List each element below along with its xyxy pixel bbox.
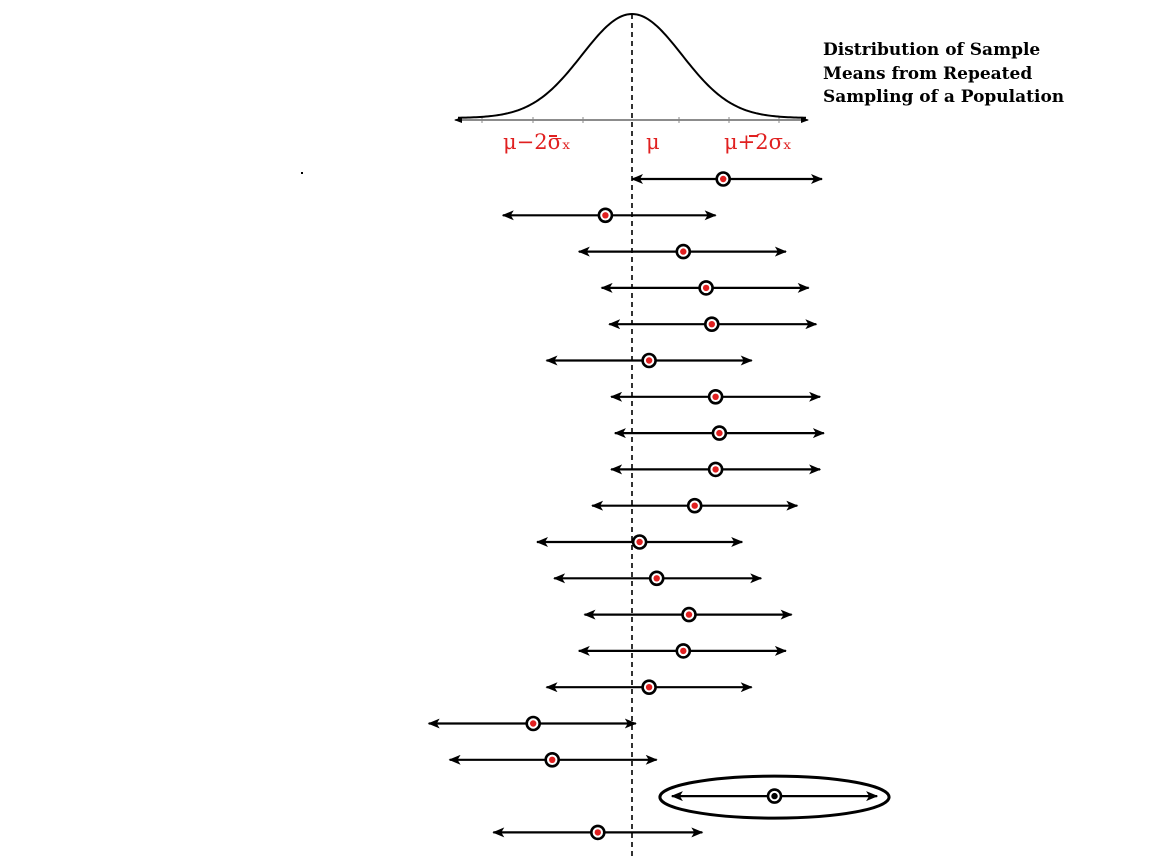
axis-ticks: [481, 117, 780, 123]
xbar-overline-right: [749, 135, 757, 137]
sample-mean-dot: [691, 502, 698, 509]
sample-mean-dot: [708, 321, 715, 328]
interval: [631, 171, 823, 187]
interval: [600, 280, 810, 296]
sample-mean-dot: [645, 357, 653, 364]
interval: [545, 352, 753, 369]
interval: [448, 751, 658, 768]
interval: [591, 497, 799, 514]
interval: [608, 316, 818, 333]
sample-mean-dot: [653, 575, 660, 582]
sample-mean-dot: [645, 684, 653, 691]
interval: [583, 606, 793, 623]
confidence-intervals: [427, 171, 891, 841]
sample-mean-dot: [702, 284, 710, 292]
highlight-ellipse: [658, 774, 891, 820]
sample-mean-dot: [680, 647, 687, 655]
diagram-title: Distribution of Sample Means from Repeat…: [823, 39, 1123, 110]
interval: [577, 643, 787, 659]
sample-mean-dot: [680, 248, 687, 255]
sample-mean-dot: [594, 829, 601, 836]
interval: [553, 570, 763, 587]
label-mu-plus-2sigma: μ+2σₓ: [724, 130, 792, 154]
label-mu-minus-2sigma: μ−2σₓ: [503, 130, 571, 154]
sample-mean-dot: [716, 429, 723, 437]
interval: [501, 207, 717, 224]
xbar-overline-left: [549, 135, 557, 137]
title-line-1: Distribution of Sample: [823, 40, 1041, 60]
sample-mean-dot: [685, 611, 693, 618]
sample-mean-dot: [602, 212, 609, 219]
interval-highlighted: [658, 774, 891, 820]
sample-mean-dot: [712, 466, 719, 473]
interval: [610, 388, 822, 405]
stray-dot: [301, 172, 303, 174]
sample-mean-dot: [549, 756, 556, 763]
interval: [545, 679, 753, 696]
interval: [610, 461, 822, 478]
label-mu: μ: [646, 130, 660, 154]
title-line-3: Sampling of a Population: [823, 87, 1065, 107]
sample-mean-dot: [530, 720, 537, 727]
sample-mean-dot: [720, 175, 727, 183]
normal-curve: [457, 12, 807, 119]
interval: [577, 243, 787, 260]
sample-mean-dot: [771, 792, 778, 800]
sample-mean-dot: [636, 538, 643, 546]
interval: [613, 425, 825, 441]
interval: [492, 824, 704, 841]
title-line-2: Means from Repeated: [823, 63, 1033, 84]
interval: [536, 534, 744, 550]
sample-mean-dot: [712, 393, 719, 400]
interval: [427, 715, 637, 732]
